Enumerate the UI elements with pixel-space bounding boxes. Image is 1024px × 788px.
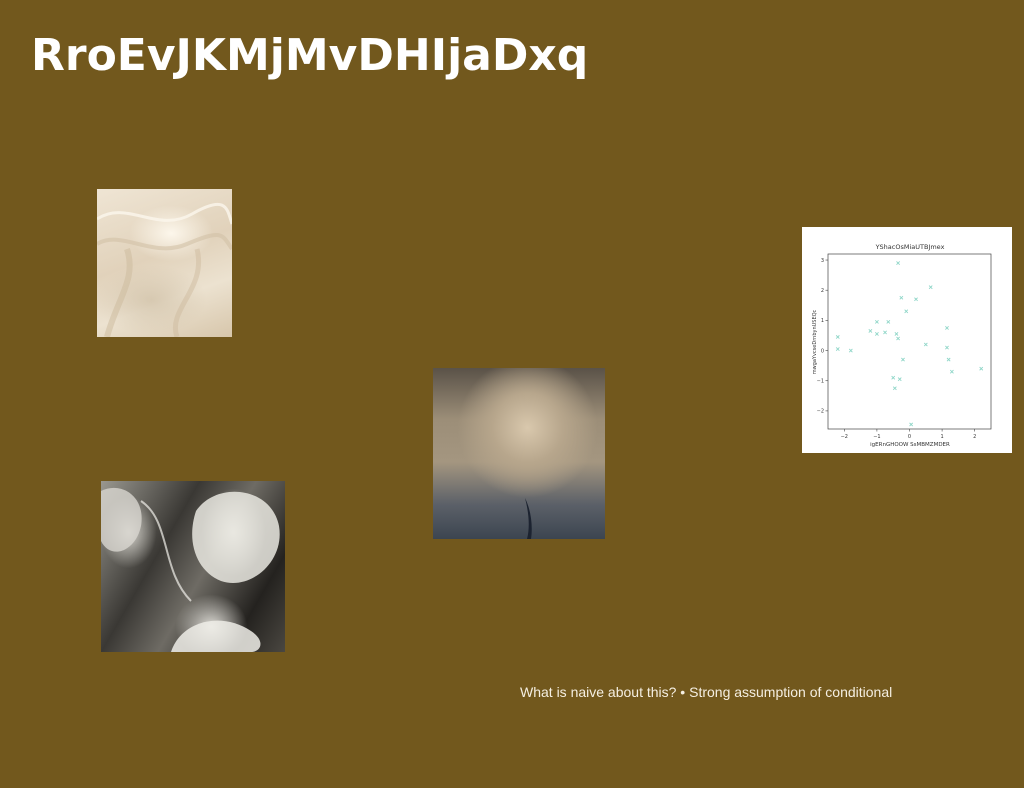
scatter-plot-image: YShacOsMiaUTBJmex −2 −1 0 1 2 −2 −1 0 1 2 3 igERnG… [802, 227, 1012, 453]
x-tick-label: 1 [941, 434, 944, 440]
scatter-point [874, 332, 879, 336]
scatter-point [946, 357, 951, 362]
chart-x-label: igERnGHOOW SsMBMZMDER [870, 442, 950, 448]
cream-fabric-image [97, 189, 232, 337]
scatter-point [899, 295, 904, 300]
blurred-image [433, 368, 605, 539]
scatter-point [897, 377, 902, 382]
y-tick-label: 2 [821, 288, 824, 294]
y-tick-label: −1 [817, 379, 824, 385]
data-points [835, 261, 984, 427]
y-tick-label: 0 [821, 348, 824, 354]
scatter-point [914, 297, 918, 302]
scatter-point [949, 369, 954, 374]
x-tick-label: −1 [873, 434, 880, 440]
axis-ticks: −2 −1 0 1 2 −2 −1 0 1 2 3 [817, 258, 977, 440]
plot-frame [827, 253, 992, 430]
scatter-point [835, 335, 840, 339]
scatter-point [945, 345, 949, 350]
scatter-point [896, 336, 901, 341]
scatter-chart: YShacOsMiaUTBJmex −2 −1 0 1 2 −2 −1 0 1 2 3 igERnG… [812, 243, 992, 448]
scatter-point [901, 357, 905, 362]
scatter-point [891, 375, 896, 380]
slide-caption: What is naive about this? • Strong assum… [520, 684, 893, 700]
scatter-point [923, 342, 928, 347]
monochrome-rock-image [101, 481, 285, 652]
scatter-point [868, 329, 873, 333]
rock-shapes [101, 487, 280, 652]
scatter-point [883, 330, 887, 335]
scatter-point [835, 347, 840, 351]
scatter-point [874, 319, 879, 324]
slide-title: RroEvJKMjMvDHIjaDxq [31, 30, 589, 81]
fabric-folds [97, 202, 232, 337]
chart-title: YShacOsMiaUTBJmex [875, 243, 945, 251]
scatter-point [892, 386, 897, 391]
scatter-point [909, 422, 914, 427]
x-tick-label: −2 [841, 434, 848, 440]
scatter-point [928, 285, 933, 290]
scatter-point [904, 309, 909, 314]
y-tick-label: 1 [821, 318, 824, 324]
x-tick-label: 2 [973, 434, 976, 440]
chart-y-label: mwgaYvcseDrnbynUSEQc [812, 309, 818, 374]
scatter-point [945, 326, 949, 330]
scatter-point [979, 366, 984, 371]
scatter-point [896, 261, 901, 265]
y-tick-label: −2 [817, 409, 824, 415]
blurred-stem [525, 498, 532, 539]
y-tick-label: 3 [821, 258, 824, 264]
scatter-point [886, 319, 891, 324]
scatter-point [894, 332, 899, 336]
scatter-point [848, 348, 853, 353]
x-tick-label: 0 [908, 434, 911, 440]
